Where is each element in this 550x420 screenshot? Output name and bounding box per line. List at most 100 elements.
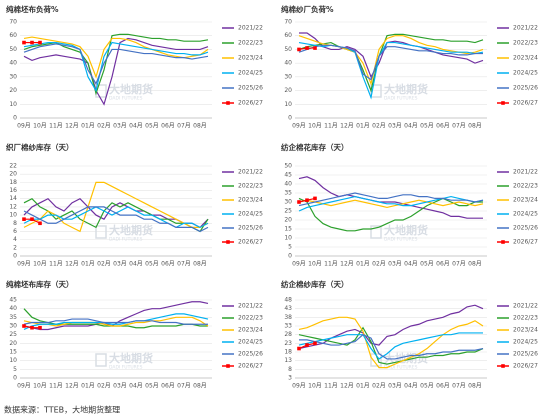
- y-tick-label: 22: [9, 163, 17, 170]
- legend-label: 2023/24: [238, 55, 263, 62]
- legend-label: 2024/25: [238, 211, 263, 218]
- y-tick-label: 4: [13, 236, 17, 243]
- y-tick-label: 10: [9, 101, 17, 108]
- x-tick-label: 04月: [404, 383, 418, 390]
- x-tick-label: 04月: [129, 123, 143, 130]
- y-tick-label: 10: [9, 357, 17, 364]
- x-tick-label: 01月: [81, 261, 95, 268]
- series-line: [298, 192, 484, 207]
- y-tick-label: 40: [9, 60, 17, 67]
- x-tick-label: 04月: [404, 123, 418, 130]
- x-tick-label: 10月: [308, 383, 322, 390]
- chart-title: 纺企棉花库存（天）: [281, 142, 349, 152]
- y-tick-label: 10: [9, 212, 17, 219]
- legend-label: 2023/24: [513, 55, 538, 62]
- y-tick-label: 18: [284, 349, 292, 356]
- legend-label: 2026/27: [238, 363, 263, 370]
- y-tick-label: 30: [284, 73, 292, 80]
- x-tick-label: 06月: [161, 261, 175, 268]
- x-tick-label: 11月: [324, 383, 338, 390]
- legend-marker: [501, 240, 505, 244]
- legend-label: 2023/24: [238, 327, 263, 334]
- x-tick-label: 09月: [17, 383, 31, 390]
- x-tick-label: 01月: [81, 123, 95, 130]
- x-tick-label: 11月: [49, 261, 63, 268]
- series-line: [23, 206, 209, 233]
- y-tick-label: 5: [288, 244, 292, 251]
- legend-label: 2025/26: [238, 225, 263, 232]
- x-tick-label: 03月: [113, 123, 127, 130]
- x-tick-label: 04月: [129, 261, 143, 268]
- legend-label: 2023/24: [513, 327, 538, 334]
- point-marker: [38, 325, 42, 330]
- point-marker: [30, 325, 34, 330]
- y-tick-label: 30: [9, 73, 17, 80]
- series-line: [23, 43, 209, 86]
- legend-label: 2024/25: [513, 339, 538, 346]
- x-tick-label: 01月: [356, 261, 370, 268]
- x-tick-label: 08月: [468, 261, 482, 268]
- x-tick-label: 05月: [420, 261, 434, 268]
- y-tick-label: 45: [9, 297, 17, 304]
- series-line: [298, 176, 483, 219]
- series-line: [298, 33, 484, 93]
- y-tick-label: 0: [13, 115, 17, 122]
- series-line: [23, 181, 209, 233]
- x-tick-label: 05月: [145, 261, 159, 268]
- y-tick-label: 33: [284, 323, 292, 330]
- x-tick-label: 07月: [177, 123, 191, 130]
- y-tick-label: 12: [9, 203, 17, 210]
- x-tick-label: 02月: [372, 261, 386, 268]
- y-tick-label: 70: [284, 19, 292, 26]
- x-tick-label: 11月: [49, 383, 63, 390]
- legend-label: 2023/24: [513, 197, 538, 204]
- y-tick-label: 0: [288, 253, 292, 260]
- point-marker: [313, 196, 317, 201]
- series-line: [23, 316, 209, 327]
- x-tick-label: 03月: [388, 123, 402, 130]
- watermark: 大地期货: [384, 223, 428, 237]
- legend-label: 2024/25: [238, 70, 263, 77]
- legend-label: 2021/22: [513, 25, 538, 32]
- x-tick-label: 07月: [452, 261, 466, 268]
- x-tick-label: 08月: [193, 383, 207, 390]
- x-tick-label: 06月: [161, 123, 175, 130]
- y-tick-label: 0: [13, 253, 17, 260]
- x-tick-label: 02月: [97, 261, 111, 268]
- y-tick-label: 40: [284, 60, 292, 67]
- point-marker: [297, 200, 301, 204]
- legend-label: 2024/25: [513, 70, 538, 77]
- y-tick-label: 15: [284, 226, 292, 233]
- series-line: [298, 44, 483, 81]
- legend-label: 2026/27: [238, 100, 263, 107]
- x-tick-label: 06月: [436, 123, 450, 130]
- source-note: 数据来源：TTEB，大地期货整理: [4, 405, 120, 415]
- y-tick-label: 20: [284, 87, 292, 94]
- point-marker: [30, 40, 34, 45]
- watermark-logo: [370, 225, 382, 239]
- y-tick-label: 28: [284, 331, 292, 338]
- x-tick-label: 10月: [33, 383, 47, 390]
- legend-label: 2022/23: [238, 183, 263, 190]
- watermark-logo: [95, 225, 107, 239]
- x-tick-label: 09月: [17, 261, 31, 268]
- legend-label: 2025/26: [238, 85, 263, 92]
- series-line: [298, 326, 484, 365]
- x-tick-label: 05月: [420, 123, 434, 130]
- x-tick-label: 12月: [340, 261, 354, 268]
- x-tick-label: 09月: [292, 383, 306, 390]
- y-tick-label: 20: [9, 87, 17, 94]
- x-tick-label: 07月: [177, 261, 191, 268]
- x-tick-label: 06月: [436, 383, 450, 390]
- legend-marker: [226, 240, 230, 244]
- watermark-logo: [95, 84, 107, 98]
- y-tick-label: 25: [9, 331, 17, 338]
- legend-label: 2025/26: [513, 85, 538, 92]
- legend-label: 2026/27: [513, 100, 538, 107]
- x-tick-label: 06月: [436, 261, 450, 268]
- point-marker: [313, 341, 317, 346]
- watermark-en: DADI FUTURES: [109, 365, 143, 371]
- x-tick-label: 02月: [97, 123, 111, 130]
- y-tick-label: 10: [284, 101, 292, 108]
- series-line: [23, 36, 209, 79]
